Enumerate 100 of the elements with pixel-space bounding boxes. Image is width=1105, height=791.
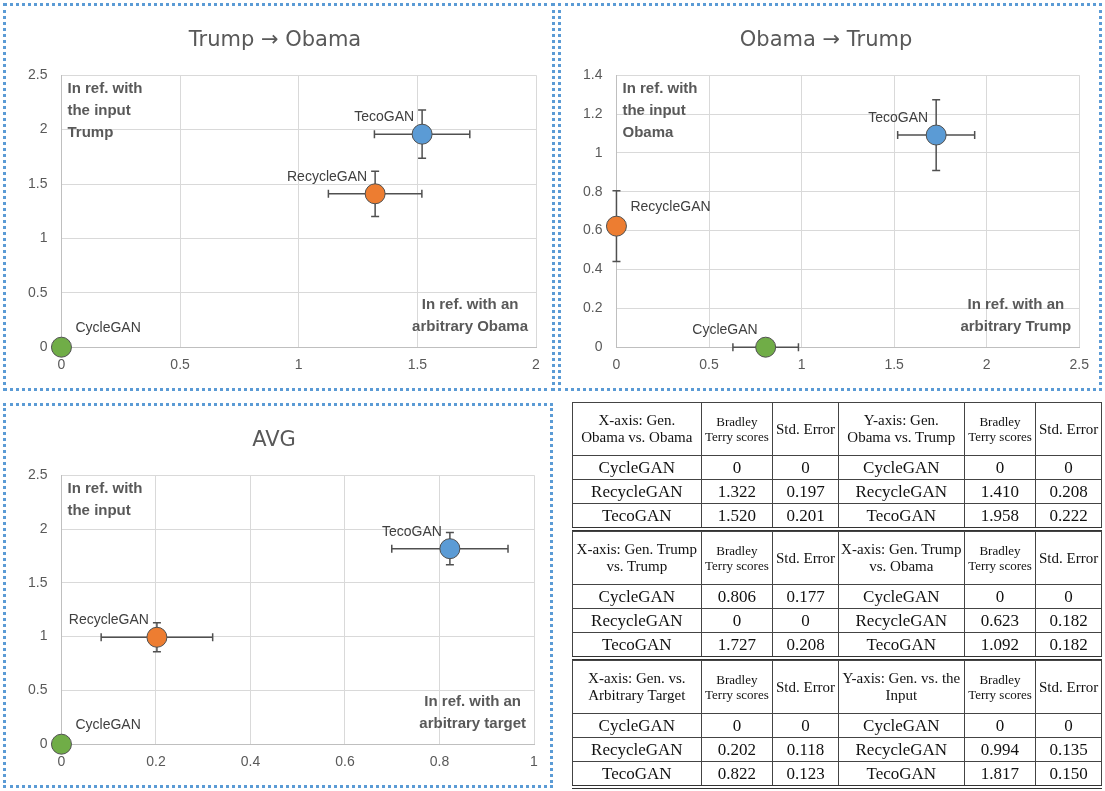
x-tick-label: 0.2 [146, 753, 166, 770]
text: RecycleGAN [572, 608, 702, 633]
text: CycleGAN [572, 713, 702, 738]
text: Std. Error [1035, 531, 1102, 585]
text: RecycleGAN [838, 479, 965, 504]
text: Bradley Terry scores [964, 402, 1036, 456]
text: 0 [964, 455, 1036, 480]
x-tick-label: 2 [982, 356, 991, 373]
text: CycleGAN [838, 713, 965, 738]
text: 0.123 [772, 761, 839, 787]
text: 0 [1035, 584, 1102, 609]
text: 0.118 [772, 737, 839, 762]
text: 0.135 [1035, 737, 1102, 762]
series-label: TecoGAN [354, 108, 415, 125]
point [411, 123, 433, 145]
text: Y-axis: Gen. Obama vs. Trump [838, 402, 965, 456]
chart-title: AVG [252, 427, 296, 452]
annotation: In ref. with the input Trump [67, 78, 143, 140]
x-tick-label: 1.5 [407, 356, 428, 373]
text: 1.817 [964, 761, 1036, 787]
text: CycleGAN [838, 455, 965, 480]
y-tick-label: 0 [39, 338, 48, 355]
text: 1.727 [701, 632, 773, 658]
text: 0.202 [701, 737, 773, 762]
text: CycleGAN [838, 584, 965, 609]
x-tick-label: 2 [532, 356, 541, 373]
text: 0 [701, 455, 773, 480]
x-tick-label: 1.5 [884, 356, 905, 373]
annotation: In ref. with an arbitrary target [419, 691, 527, 731]
y-tick-label: 2.5 [27, 466, 48, 483]
point [50, 733, 72, 755]
series-label: CycleGAN [692, 321, 758, 338]
text: TecoGAN [838, 761, 965, 787]
y-tick-label: 1.5 [27, 174, 48, 191]
x-tick-label: 1 [797, 356, 806, 373]
text: 1.092 [964, 632, 1036, 658]
x-tick-label: 2.5 [1069, 356, 1090, 373]
point [605, 215, 627, 237]
point [364, 183, 386, 205]
text: 0.150 [1035, 761, 1102, 787]
text: TecoGAN [572, 761, 702, 787]
annotation: In ref. with an arbitrary Obama [412, 294, 529, 334]
text: 0.208 [772, 632, 839, 658]
y-tick-label: 2 [39, 120, 48, 137]
y-tick-label: 0.5 [27, 283, 48, 300]
text: X-axis: Gen. vs. Arbitrary Target [572, 660, 702, 714]
text: 1.410 [964, 479, 1036, 504]
series-label: CycleGAN [75, 716, 141, 733]
text: 0.182 [1035, 632, 1102, 658]
series-label: RecycleGAN [68, 611, 149, 628]
text: RecycleGAN [572, 479, 702, 504]
x-tick-label: 0.8 [429, 753, 450, 770]
x-tick-label: 1 [294, 356, 303, 373]
text: CycleGAN [572, 584, 702, 609]
annotation: In ref. with the input [67, 478, 143, 518]
text: TecoGAN [572, 503, 702, 529]
text: Y-axis: Gen. vs. the Input [838, 660, 965, 714]
text: 0 [1035, 713, 1102, 738]
x-tick-label: 0.5 [699, 356, 719, 373]
chart-title: Trump → Obama [187, 27, 362, 52]
text: 0.197 [772, 479, 839, 504]
text: TecoGAN [572, 632, 702, 658]
text: 0 [964, 713, 1036, 738]
text: CycleGAN [572, 455, 702, 480]
y-tick-label: 1.4 [582, 66, 603, 83]
text: Bradley Terry scores [701, 660, 773, 714]
text: Bradley Terry scores [701, 402, 773, 456]
x-tick-label: 0 [612, 356, 621, 373]
y-tick-label: 0 [594, 338, 603, 355]
point [755, 336, 777, 358]
y-tick-label: 1 [594, 143, 603, 160]
text: 0 [1035, 455, 1102, 480]
point [146, 626, 168, 648]
text: 0.201 [772, 503, 839, 529]
text: 0.177 [772, 584, 839, 609]
text: RecycleGAN [838, 737, 965, 762]
x-tick-label: 1 [530, 753, 539, 770]
series-label: RecycleGAN [630, 198, 711, 215]
text: 0.182 [1035, 608, 1102, 633]
text: 0 [701, 608, 773, 633]
y-tick-label: 2.5 [27, 66, 48, 83]
y-tick-label: 0.2 [582, 299, 603, 316]
point [50, 336, 72, 358]
text: 0.208 [1035, 479, 1102, 504]
text: Bradley Terry scores [964, 531, 1036, 585]
point [439, 538, 461, 560]
x-tick-label: 0.4 [240, 753, 261, 770]
text: Std. Error [772, 402, 839, 456]
text: X-axis: Gen. Obama vs. Obama [572, 402, 702, 456]
y-tick-label: 0.6 [582, 221, 603, 238]
series-label: TecoGAN [381, 522, 442, 539]
x-tick-label: 0.5 [170, 356, 191, 373]
text: 0 [772, 713, 839, 738]
y-tick-label: 0.4 [582, 260, 603, 277]
text: 0 [701, 713, 773, 738]
x-tick-label: 0 [57, 753, 66, 770]
y-tick-label: 0 [39, 735, 48, 752]
x-tick-label: 0 [57, 356, 66, 373]
y-tick-label: 1.5 [27, 573, 48, 590]
series-label: RecycleGAN [286, 167, 368, 184]
